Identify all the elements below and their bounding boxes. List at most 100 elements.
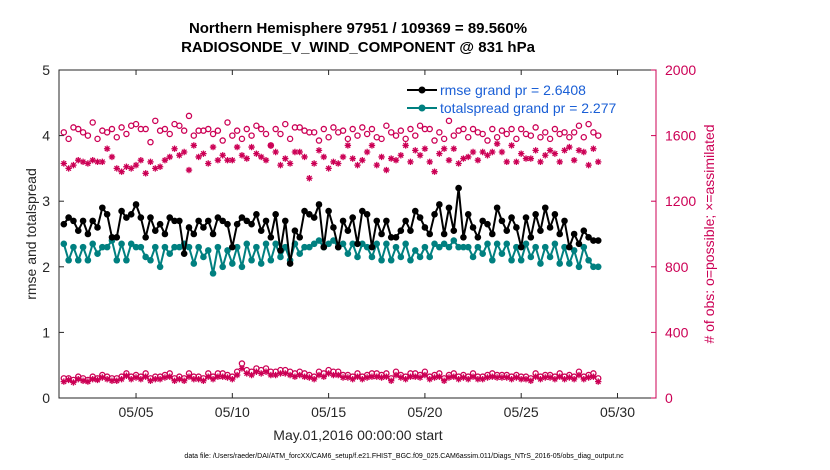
obs-assimilated-point <box>181 149 187 155</box>
obs-assimilated-point <box>263 157 269 163</box>
obs-assimilated-point <box>528 155 534 161</box>
totalspread-point <box>383 241 390 248</box>
totalspread-point <box>407 257 414 264</box>
rmse-point <box>234 221 241 228</box>
obs-assimilated-point <box>282 155 288 161</box>
totalspread-point <box>277 254 284 261</box>
rmse-point <box>75 227 82 234</box>
totalspread-point <box>499 250 506 257</box>
rmse-point <box>566 244 573 251</box>
totalspread-point <box>157 264 164 271</box>
totalspread-point <box>296 250 303 257</box>
obs-assimilated-point <box>219 373 225 379</box>
obs-assimilated-point <box>167 154 173 160</box>
obs-assimilated-point <box>70 379 76 385</box>
rmse-point <box>128 211 135 218</box>
obs-assimilated-point <box>475 157 481 163</box>
obs-assimilated-point <box>402 142 408 148</box>
obs-assimilated-point <box>590 146 596 152</box>
rmse-point <box>340 218 347 225</box>
rmse-point <box>70 218 77 225</box>
rmse-point <box>523 214 530 221</box>
totalspread-point <box>152 244 159 251</box>
obs-assimilated-point <box>325 165 331 171</box>
obs-assimilated-point <box>581 149 587 155</box>
totalspread-point <box>258 260 265 267</box>
totalspread-point <box>147 257 154 264</box>
obs-assimilated-point <box>123 373 129 379</box>
obs-assimilated-point <box>431 168 437 174</box>
obs-assimilated-point <box>412 373 418 379</box>
obs-assimilated-point <box>248 372 254 378</box>
rmse-point <box>552 211 559 218</box>
y-right-tick-label: 1200 <box>665 193 696 209</box>
obs-assimilated-point <box>104 146 110 152</box>
totalspread-point <box>104 244 111 251</box>
x-tick-label: 05/30 <box>600 404 635 420</box>
obs-assimilated-point <box>417 152 423 158</box>
totalspread-point <box>547 254 554 261</box>
totalspread-point <box>248 257 255 264</box>
obs-assimilated-point <box>552 150 558 156</box>
rmse-point <box>528 234 535 241</box>
obs-assimilated-point <box>393 157 399 163</box>
rmse-point <box>191 231 198 238</box>
totalspread-point <box>65 257 72 264</box>
totalspread-point <box>484 241 491 248</box>
obs-assimilated-point <box>277 162 283 168</box>
obs-assimilated-point <box>171 146 177 152</box>
rmse-point <box>152 227 159 234</box>
legend-spread-marker <box>419 105 426 112</box>
totalspread-point <box>576 264 583 271</box>
obs-assimilated-point <box>446 157 452 163</box>
obs-assimilated-point <box>431 374 437 380</box>
rmse-point <box>393 234 400 241</box>
totalspread-point <box>118 241 125 248</box>
rmse-point <box>441 231 448 238</box>
y-right-tick-label: 1600 <box>665 128 696 144</box>
obs-assimilated-point <box>561 147 567 153</box>
rmse-point <box>345 227 352 234</box>
x-tick-label: 05/10 <box>215 404 250 420</box>
totalspread-point <box>508 257 515 264</box>
y-left-tick-label: 2 <box>42 259 50 275</box>
totalspread-point <box>200 254 207 261</box>
totalspread-point <box>89 241 96 248</box>
obs-assimilated-point <box>248 144 254 150</box>
rmse-point <box>282 218 289 225</box>
obs-assimilated-point <box>239 152 245 158</box>
x-tick-label: 05/15 <box>311 404 346 420</box>
obs-assimilated-point <box>364 149 370 155</box>
rmse-point <box>571 231 578 238</box>
rmse-point <box>532 211 539 218</box>
rmse-point <box>176 218 183 225</box>
obs-assimilated-point <box>316 147 322 153</box>
obs-assimilated-point <box>484 374 490 380</box>
obs-assimilated-point <box>470 149 476 155</box>
totalspread-point <box>532 244 539 251</box>
obs-assimilated-point <box>412 147 418 153</box>
rmse-point <box>556 231 563 238</box>
obs-assimilated-point <box>542 152 548 158</box>
obs-assimilated-point <box>345 142 351 148</box>
rmse-point <box>499 218 506 225</box>
obs-assimilated-point <box>484 152 490 158</box>
totalspread-point <box>345 250 352 257</box>
rmse-point <box>383 218 390 225</box>
obs-assimilated-point <box>297 149 303 155</box>
totalspread-point <box>450 237 457 244</box>
x-tick-label: 05/05 <box>119 404 154 420</box>
obs-assimilated-point <box>532 147 538 153</box>
obs-assimilated-point <box>191 142 197 148</box>
y-axis-right-label: # of obs: o=possible; ×=assimilated <box>701 124 717 343</box>
obs-assimilated-point <box>118 376 124 382</box>
obs-assimilated-point <box>374 162 380 168</box>
totalspread-point <box>552 241 559 248</box>
y-left-tick-label: 1 <box>42 324 50 340</box>
rmse-point <box>248 221 255 228</box>
obs-assimilated-point <box>436 150 442 156</box>
rmse-point <box>436 201 443 208</box>
obs-assimilated-point <box>378 374 384 380</box>
totalspread-point <box>80 244 87 251</box>
rmse-point <box>157 221 164 228</box>
